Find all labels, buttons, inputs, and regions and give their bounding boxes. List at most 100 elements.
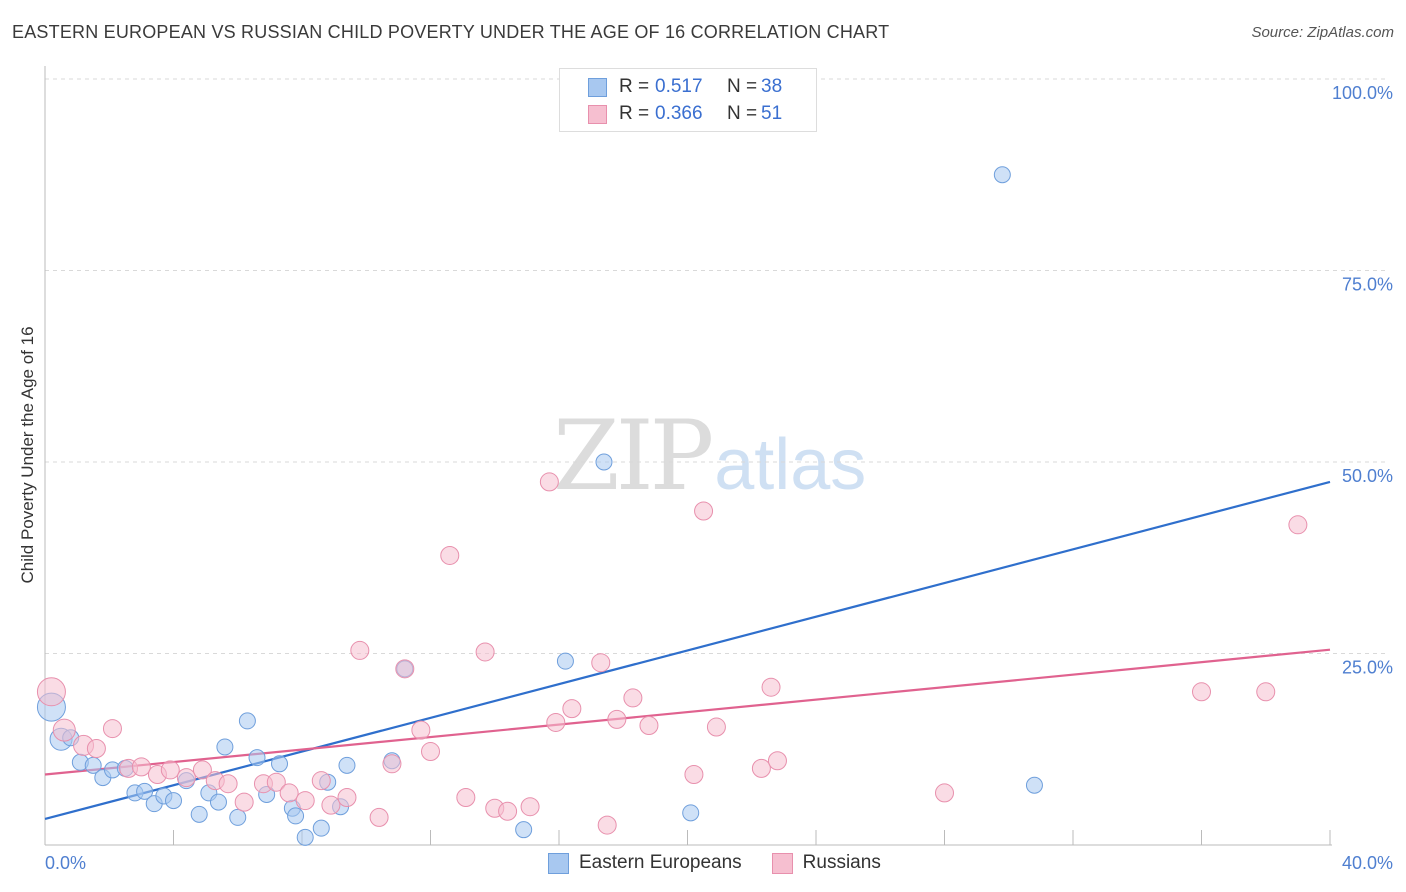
russian-point [337, 788, 357, 808]
russian-point [767, 751, 787, 771]
russian-point [321, 795, 341, 815]
russian-point [1256, 682, 1276, 702]
russian-point [597, 815, 617, 835]
eastern-swatch [588, 77, 607, 97]
eastern-point [209, 793, 227, 811]
series-legend: Eastern Europeans Russians [548, 852, 911, 874]
russian-point [475, 642, 495, 662]
watermark: ZIPatlas [553, 400, 866, 512]
legend-n-label: N = [727, 103, 758, 124]
axes [44, 66, 1332, 846]
russian-point [52, 718, 76, 742]
eastern-point [296, 828, 314, 846]
eastern-point [190, 805, 208, 823]
russian-point [192, 760, 212, 780]
y-tick-label: 25.0% [1342, 658, 1393, 678]
source-label: Source: ZipAtlas.com [1251, 24, 1394, 41]
russian-trend-line [44, 648, 1331, 776]
legend-n-value: 38 [761, 76, 783, 97]
y-tick-label: 75.0% [1342, 275, 1393, 295]
eastern-legend-swatch [548, 852, 569, 874]
x-tick-label: 40.0% [1342, 853, 1393, 873]
grid-lines [45, 78, 1385, 654]
russian-point [751, 758, 771, 778]
eastern-point [229, 808, 247, 826]
eastern-point [993, 166, 1011, 184]
eastern-point [238, 712, 256, 730]
russian-point [421, 742, 440, 762]
eastern-point [271, 755, 289, 773]
russian-point [131, 757, 151, 777]
watermark-zip: ZIP [553, 400, 714, 512]
legend-row-russian: R = 0.366 N = 51 [588, 102, 782, 126]
eastern-point [682, 804, 700, 822]
eastern-points [36, 166, 1043, 846]
eastern-point [216, 738, 234, 756]
eastern-point [287, 807, 305, 825]
legend-r-label: R = [619, 76, 650, 97]
eastern-point [248, 749, 266, 767]
russian-legend-swatch [771, 852, 793, 874]
russian-point [86, 738, 106, 758]
russian-point [639, 716, 659, 736]
legend-n-value: 51 [761, 103, 783, 124]
eastern-point [556, 652, 574, 670]
eastern-point [338, 756, 356, 774]
russian-point [369, 807, 389, 827]
russian-point [295, 791, 315, 811]
eastern-legend-label: Eastern Europeans [579, 852, 742, 873]
russian-point [562, 699, 582, 719]
russian-point [440, 545, 460, 565]
russian-point [1192, 682, 1211, 702]
russian-point [36, 677, 66, 707]
legend-item-eastern: Eastern Europeans [548, 852, 742, 874]
russian-point [160, 760, 180, 780]
russian-point [539, 472, 559, 492]
russian-point [395, 659, 415, 679]
watermark-atlas: atlas [714, 425, 867, 505]
eastern-point [165, 792, 182, 810]
legend-r-label: R = [619, 103, 650, 124]
legend-row-eastern: R = 0.517 N = 38 [588, 75, 782, 99]
russian-point [279, 783, 299, 803]
russian-point [706, 717, 726, 737]
eastern-point [515, 821, 533, 839]
russian-point [266, 772, 286, 792]
russian-point [1288, 515, 1308, 535]
y-tick-label: 100.0% [1332, 83, 1393, 103]
russian-point [382, 754, 402, 774]
tick-labels: 25.0% 50.0% 75.0% 100.0% 0.0% 40.0% [45, 83, 1393, 873]
legend-r-value: 0.517 [655, 76, 703, 97]
russian-point [176, 768, 196, 788]
eastern-point [1025, 776, 1043, 794]
russian-legend-label: Russians [802, 852, 881, 873]
russian-point [607, 709, 627, 729]
russian-point [311, 771, 331, 791]
eastern-point [312, 819, 330, 837]
russian-point [761, 677, 781, 697]
legend-n-label: N = [727, 76, 758, 97]
russian-point [411, 720, 431, 740]
russian-point [234, 792, 254, 812]
russian-point [684, 765, 704, 785]
russian-point [456, 788, 476, 808]
russian-points [36, 472, 1308, 835]
russian-point [102, 719, 122, 739]
eastern-point [136, 782, 154, 800]
russian-point [591, 653, 611, 673]
russian-point [694, 501, 714, 521]
legend-item-russians: Russians [771, 852, 881, 874]
russian-point [350, 640, 370, 660]
russian-swatch [588, 104, 607, 124]
legend-r-value: 0.366 [655, 103, 703, 124]
x-tick-label: 0.0% [45, 853, 86, 873]
chart-title: EASTERN EUROPEAN VS RUSSIAN CHILD POVERT… [12, 22, 890, 42]
russian-point [546, 712, 566, 732]
russian-point [935, 783, 954, 803]
correlation-legend: R = 0.517 N = 38 R = 0.366 N = 51 [559, 68, 817, 132]
russian-point [218, 774, 238, 794]
russian-point [623, 688, 643, 708]
y-tick-label: 50.0% [1342, 466, 1393, 486]
russian-point [520, 797, 540, 817]
